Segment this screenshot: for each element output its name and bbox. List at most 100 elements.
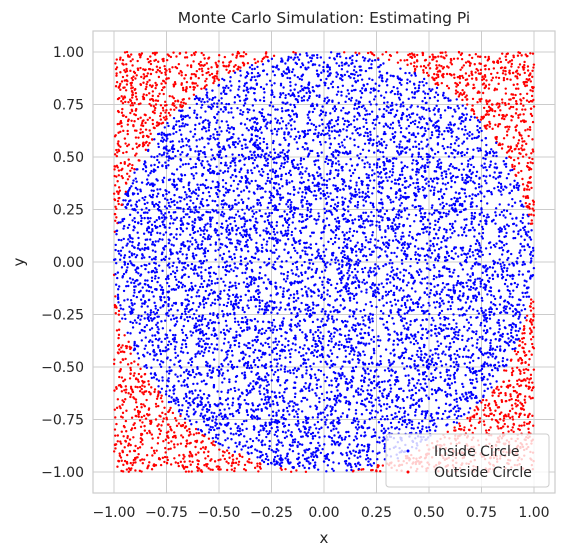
point-inside-circle (308, 56, 312, 59)
point-inside-circle (494, 177, 498, 180)
point-inside-circle (359, 152, 362, 156)
point-outside-circle (155, 65, 159, 68)
point-inside-circle (243, 163, 246, 167)
point-outside-circle (137, 380, 140, 383)
point-inside-circle (248, 236, 252, 239)
point-inside-circle (348, 274, 351, 277)
point-inside-circle (356, 264, 360, 267)
point-inside-circle (434, 399, 438, 402)
point-inside-circle (350, 421, 354, 425)
point-inside-circle (401, 296, 404, 300)
point-inside-circle (118, 258, 122, 261)
point-inside-circle (344, 57, 348, 60)
point-inside-circle (467, 159, 470, 162)
point-inside-circle (212, 358, 216, 361)
point-inside-circle (181, 351, 185, 354)
point-outside-circle (466, 416, 469, 420)
point-outside-circle (185, 429, 189, 432)
point-inside-circle (200, 277, 203, 280)
point-inside-circle (514, 325, 518, 328)
point-inside-circle (377, 267, 381, 270)
point-outside-circle (225, 460, 228, 463)
point-inside-circle (269, 360, 272, 364)
point-inside-circle (143, 243, 147, 246)
point-inside-circle (270, 300, 274, 303)
point-outside-circle (437, 75, 440, 79)
point-outside-circle (169, 406, 172, 410)
point-inside-circle (153, 220, 157, 224)
point-inside-circle (359, 388, 363, 391)
point-inside-circle (430, 133, 434, 137)
point-inside-circle (322, 250, 325, 254)
point-outside-circle (143, 372, 147, 376)
point-inside-circle (302, 180, 305, 184)
point-inside-circle (414, 367, 417, 370)
point-outside-circle (142, 81, 145, 84)
point-outside-circle (153, 451, 156, 455)
point-inside-circle (380, 248, 383, 251)
point-inside-circle (272, 450, 275, 453)
point-outside-circle (117, 140, 120, 143)
point-inside-circle (387, 394, 390, 398)
point-inside-circle (200, 164, 204, 167)
point-inside-circle (220, 222, 224, 225)
point-inside-circle (356, 154, 359, 157)
point-inside-circle (278, 202, 281, 206)
point-outside-circle (169, 114, 172, 117)
point-inside-circle (289, 210, 292, 214)
point-outside-circle (358, 52, 361, 55)
point-inside-circle (504, 278, 508, 282)
point-inside-circle (368, 269, 371, 272)
point-inside-circle (121, 219, 124, 223)
point-inside-circle (411, 120, 415, 123)
point-inside-circle (156, 132, 160, 136)
point-inside-circle (408, 308, 412, 311)
point-inside-circle (456, 368, 459, 371)
point-inside-circle (189, 358, 192, 361)
point-inside-circle (162, 176, 166, 180)
point-inside-circle (409, 397, 413, 400)
point-inside-circle (292, 215, 295, 219)
point-inside-circle (161, 327, 165, 330)
point-inside-circle (365, 291, 368, 294)
point-inside-circle (521, 273, 525, 276)
point-inside-circle (429, 379, 433, 383)
point-inside-circle (472, 359, 475, 363)
point-inside-circle (377, 89, 380, 93)
point-inside-circle (237, 342, 241, 345)
point-inside-circle (247, 306, 250, 310)
point-inside-circle (213, 199, 217, 203)
point-inside-circle (392, 85, 395, 89)
point-inside-circle (259, 85, 263, 89)
point-inside-circle (192, 165, 195, 169)
point-inside-circle (235, 274, 238, 278)
point-inside-circle (180, 328, 184, 332)
point-inside-circle (334, 258, 337, 261)
point-inside-circle (362, 222, 365, 225)
point-inside-circle (358, 259, 362, 263)
point-inside-circle (216, 133, 219, 136)
point-outside-circle (151, 437, 154, 440)
point-inside-circle (454, 207, 457, 210)
point-inside-circle (431, 357, 434, 360)
point-outside-circle (145, 82, 148, 86)
point-inside-circle (258, 271, 262, 275)
point-inside-circle (201, 121, 205, 124)
point-inside-circle (360, 374, 364, 378)
point-inside-circle (324, 126, 328, 129)
point-inside-circle (134, 177, 137, 180)
point-inside-circle (378, 441, 381, 444)
point-outside-circle (118, 122, 121, 126)
point-outside-circle (412, 65, 416, 68)
point-outside-circle (526, 65, 530, 68)
point-inside-circle (267, 326, 270, 330)
point-inside-circle (366, 389, 369, 392)
point-inside-circle (422, 363, 425, 367)
point-inside-circle (320, 293, 323, 296)
point-inside-circle (196, 291, 199, 294)
point-inside-circle (293, 401, 296, 405)
point-inside-circle (398, 173, 402, 177)
point-inside-circle (275, 401, 279, 405)
point-inside-circle (224, 333, 227, 336)
point-inside-circle (359, 434, 363, 437)
